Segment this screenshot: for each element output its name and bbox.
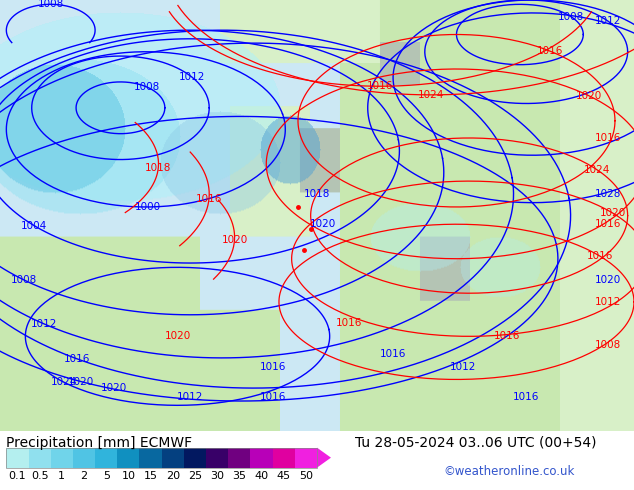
Text: 1016: 1016: [536, 46, 563, 56]
Bar: [228, 448, 250, 467]
Text: 1016: 1016: [494, 331, 521, 342]
Text: 25: 25: [188, 471, 202, 481]
Text: 1016: 1016: [335, 318, 362, 328]
Bar: [139, 448, 162, 467]
Text: 1016: 1016: [380, 348, 406, 359]
Text: 1016: 1016: [259, 362, 286, 371]
Text: 1020: 1020: [595, 275, 621, 285]
Text: 1020: 1020: [164, 331, 191, 342]
Bar: [6, 448, 29, 467]
Text: 1018: 1018: [145, 163, 171, 173]
Text: 1012: 1012: [177, 392, 204, 402]
Bar: [162, 448, 184, 467]
Bar: [250, 448, 273, 467]
Text: 1012: 1012: [450, 362, 476, 371]
Text: 1020: 1020: [101, 383, 127, 393]
Text: 20: 20: [165, 471, 180, 481]
Text: 1004: 1004: [21, 220, 47, 230]
Text: 1016: 1016: [595, 133, 621, 143]
Text: 1008: 1008: [11, 275, 37, 285]
Text: 40: 40: [254, 471, 269, 481]
Text: 10: 10: [121, 471, 136, 481]
Text: 1020: 1020: [221, 235, 248, 245]
Text: 1016: 1016: [64, 354, 90, 364]
Text: 1020: 1020: [68, 377, 94, 387]
Text: 5: 5: [103, 471, 110, 481]
Text: 1008: 1008: [558, 12, 585, 22]
Text: 1012: 1012: [179, 73, 205, 82]
Bar: [184, 448, 206, 467]
Text: 1024: 1024: [51, 377, 77, 387]
Text: 1018: 1018: [304, 189, 330, 199]
Text: 50: 50: [299, 471, 313, 481]
Text: 1024: 1024: [584, 165, 611, 175]
Text: 2: 2: [81, 471, 87, 481]
Text: 1008: 1008: [595, 340, 621, 350]
Text: 1008: 1008: [133, 82, 160, 92]
Text: 45: 45: [276, 471, 291, 481]
Bar: [51, 448, 73, 467]
Text: ©weatheronline.co.uk: ©weatheronline.co.uk: [444, 465, 575, 478]
Text: 1008: 1008: [37, 0, 64, 9]
Text: 1: 1: [58, 471, 65, 481]
Polygon shape: [317, 448, 331, 467]
Text: 15: 15: [143, 471, 158, 481]
Text: 1024: 1024: [418, 90, 444, 100]
Bar: [206, 448, 228, 467]
Bar: [95, 448, 117, 467]
Text: 0.5: 0.5: [31, 471, 48, 481]
Text: Tu 28-05-2024 03..06 UTC (00+54): Tu 28-05-2024 03..06 UTC (00+54): [355, 436, 597, 450]
Bar: [295, 448, 317, 467]
Text: 1012: 1012: [31, 319, 58, 329]
Text: 1020: 1020: [600, 208, 626, 218]
Bar: [273, 448, 295, 467]
Text: 1016: 1016: [513, 392, 540, 402]
Text: 1028: 1028: [595, 189, 621, 199]
Bar: [6, 448, 317, 467]
Text: 1016: 1016: [367, 81, 394, 91]
Text: 35: 35: [232, 471, 247, 481]
Text: 1012: 1012: [595, 297, 621, 307]
Text: 1000: 1000: [134, 202, 160, 212]
Text: 1020: 1020: [576, 91, 602, 101]
Text: 1012: 1012: [595, 16, 621, 26]
Text: Precipitation [mm] ECMWF: Precipitation [mm] ECMWF: [6, 436, 193, 450]
Text: 1016: 1016: [259, 392, 286, 402]
Text: 1020: 1020: [310, 219, 337, 229]
Text: 1016: 1016: [587, 251, 613, 261]
Text: 30: 30: [210, 471, 224, 481]
Bar: [73, 448, 95, 467]
Text: 1016: 1016: [196, 195, 222, 204]
Bar: [117, 448, 139, 467]
Text: 0.1: 0.1: [9, 471, 26, 481]
Text: 1016: 1016: [595, 219, 621, 229]
Bar: [29, 448, 51, 467]
